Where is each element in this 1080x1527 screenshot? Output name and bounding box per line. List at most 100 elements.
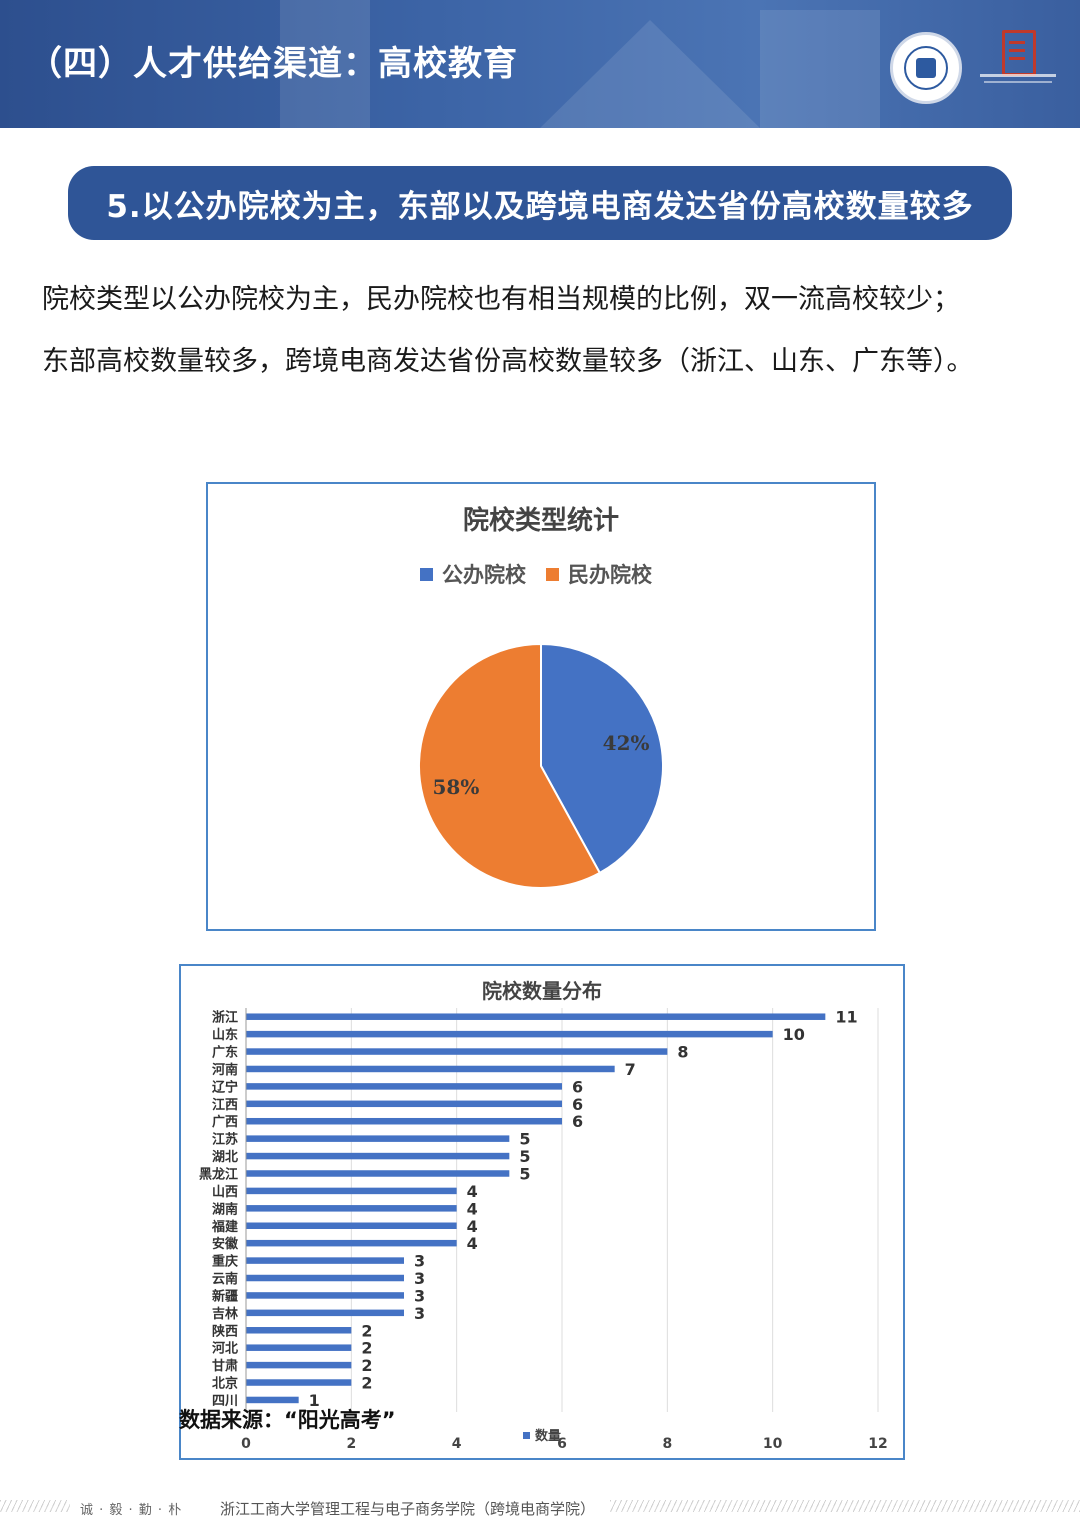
bar-8 <box>246 1135 510 1142</box>
footer-institution: 浙江工商大学管理工程与电子商务学院（跨境电商学院） <box>220 1500 596 1518</box>
y-tick-label-14: 安徽 <box>212 1236 239 1252</box>
footer-hatch-left <box>0 1500 70 1512</box>
y-tick-label-12: 湖南 <box>212 1201 238 1217</box>
y-tick-label-10: 黑龙江 <box>199 1166 238 1182</box>
bar-19 <box>246 1327 352 1334</box>
y-tick-label-23: 四川 <box>212 1394 238 1409</box>
bar-23 <box>246 1396 299 1404</box>
bar-data-label-6: 6 <box>572 1095 583 1114</box>
bar-data-label-2: 10 <box>783 1025 805 1044</box>
bar-2 <box>246 1030 773 1038</box>
bar-13 <box>246 1222 457 1229</box>
bar-6 <box>246 1100 562 1108</box>
bar-data-label-10: 5 <box>519 1164 530 1183</box>
y-tick-label-21: 甘肃 <box>212 1358 238 1374</box>
bar-14 <box>246 1239 457 1247</box>
y-tick-label-18: 吉林 <box>212 1306 238 1322</box>
pie-chart-title: 院校类型统计 <box>463 505 619 536</box>
bar-data-label-3: 8 <box>677 1043 688 1062</box>
bar-3 <box>246 1048 668 1055</box>
bar-1 <box>246 1013 826 1020</box>
bar-data-label-11: 4 <box>467 1182 478 1201</box>
bar-data-label-14: 4 <box>467 1234 478 1253</box>
bar-data-label-17: 3 <box>414 1286 425 1305</box>
bar-15 <box>246 1257 404 1264</box>
bar-data-label-4: 7 <box>625 1060 636 1079</box>
bar-data-label-21: 2 <box>361 1356 372 1375</box>
legend-swatch-1 <box>420 568 433 581</box>
x-tick-label-3: 4 <box>452 1436 462 1452</box>
pie-data-label-1: 42% <box>603 731 650 755</box>
bar-22 <box>246 1379 352 1386</box>
school-logo <box>980 30 1056 92</box>
bar-data-label-16: 3 <box>414 1269 425 1288</box>
y-tick-label-9: 湖北 <box>212 1150 238 1165</box>
footer-hatch-right <box>610 1500 1080 1512</box>
y-tick-label-11: 山西 <box>212 1184 238 1200</box>
bar-18 <box>246 1309 404 1317</box>
bar-data-label-1: 11 <box>835 1008 857 1027</box>
bar-data-label-8: 5 <box>519 1130 530 1149</box>
university-seal-logo <box>890 32 962 104</box>
legend-label-2: 民办院校 <box>568 563 653 587</box>
y-tick-label-16: 云南 <box>212 1271 238 1287</box>
bar-data-label-19: 2 <box>361 1321 372 1340</box>
x-tick-label-2: 2 <box>346 1436 356 1452</box>
data-source-note: 数据来源：“阳光高考” <box>179 1408 396 1432</box>
bar-11 <box>246 1187 457 1195</box>
legend-label-1: 公办院校 <box>442 563 527 587</box>
x-tick-label-6: 10 <box>763 1436 783 1452</box>
y-tick-label-15: 重庆 <box>212 1254 238 1270</box>
y-tick-label-1: 浙江 <box>212 1010 238 1026</box>
bar-chart-title: 院校数量分布 <box>482 979 602 1003</box>
section-banner: 5.以公办院校为主，东部以及跨境电商发达省份高校数量较多 <box>68 166 1012 240</box>
y-tick-label-6: 江西 <box>212 1097 238 1113</box>
bar-20 <box>246 1344 352 1351</box>
bar-data-label-23: 1 <box>309 1391 320 1410</box>
bar-7 <box>246 1117 562 1125</box>
bar-data-label-12: 4 <box>467 1199 478 1218</box>
bar-4 <box>246 1065 615 1073</box>
bar-16 <box>246 1274 404 1282</box>
header-building-shape <box>760 10 880 128</box>
bar-data-label-13: 4 <box>467 1217 478 1236</box>
bar-12 <box>246 1205 457 1212</box>
footer-motto: 诚 · 毅 · 勤 · 朴 <box>80 1503 183 1518</box>
bar-legend-label: 数量 <box>535 1428 561 1444</box>
bar-legend-swatch <box>523 1432 530 1439</box>
bar-5 <box>246 1083 562 1090</box>
y-tick-label-17: 新疆 <box>212 1288 238 1304</box>
header-building-shape <box>280 0 370 128</box>
pie-chart-panel: 院校类型统计公办院校 民办院校 42% 58% <box>206 482 876 931</box>
y-tick-label-7: 广西 <box>212 1114 238 1130</box>
bar-data-label-7: 6 <box>572 1112 583 1131</box>
bar-17 <box>246 1292 404 1299</box>
pie-slice-2 <box>418 642 602 889</box>
y-tick-label-13: 福建 <box>211 1219 238 1235</box>
bar-9 <box>246 1152 510 1160</box>
pie-data-label-2: 58% <box>432 775 479 799</box>
legend-swatch-2 <box>546 568 559 581</box>
header-pyramid-shape <box>540 20 760 128</box>
bar-data-label-22: 2 <box>361 1374 372 1393</box>
y-tick-label-20: 河北 <box>212 1341 238 1357</box>
header-bar: （四）人才供给渠道：高校教育 <box>0 0 1080 128</box>
x-tick-label-1: 0 <box>241 1436 251 1452</box>
y-tick-label-3: 广东 <box>212 1045 238 1061</box>
x-tick-label-4: 6 <box>557 1436 567 1452</box>
bar-chart-panel: 院校数量分布 0 2 4 6 8 10 12 浙江 11 山东 10 广东 8 河南 7 辽宁 6 江西 6 广西 6 江苏… <box>179 964 905 1460</box>
y-tick-label-8: 江苏 <box>212 1132 238 1148</box>
y-tick-label-4: 河南 <box>212 1062 238 1078</box>
bar-21 <box>246 1361 352 1369</box>
y-tick-label-22: 北京 <box>212 1376 238 1392</box>
bar-10 <box>246 1170 510 1177</box>
y-tick-label-19: 陕西 <box>212 1323 238 1339</box>
bar-data-label-20: 2 <box>361 1339 372 1358</box>
x-tick-label-5: 8 <box>662 1436 672 1452</box>
y-tick-label-2: 山东 <box>212 1027 238 1043</box>
page-title: （四）人才供给渠道：高校教育 <box>28 44 518 84</box>
bar-data-label-9: 5 <box>519 1147 530 1166</box>
summary-line-1: 院校类型以公办院校为主，民办院校也有相当规模的比例，双一流高校较少； <box>42 284 960 315</box>
